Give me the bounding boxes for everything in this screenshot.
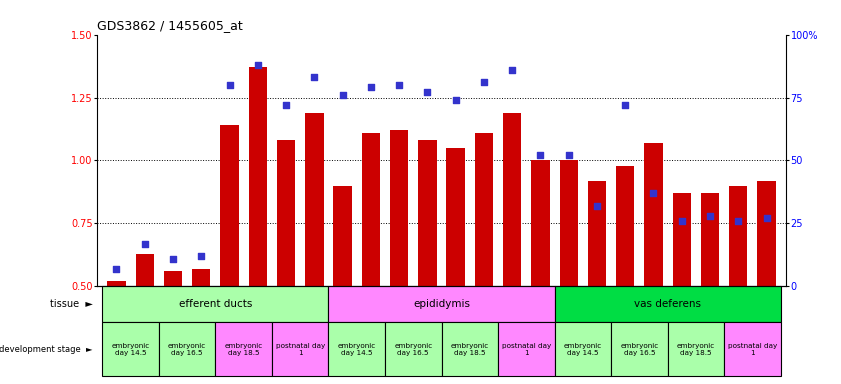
Bar bbox=[329, 322, 385, 376]
Text: postnatal day
1: postnatal day 1 bbox=[276, 343, 325, 356]
Bar bbox=[385, 322, 442, 376]
Bar bbox=[554, 322, 611, 376]
Text: embryonic
day 14.5: embryonic day 14.5 bbox=[563, 343, 602, 356]
Point bbox=[223, 82, 236, 88]
Bar bbox=[390, 130, 409, 384]
Bar bbox=[474, 133, 493, 384]
Text: embryonic
day 18.5: embryonic day 18.5 bbox=[451, 343, 489, 356]
Text: epididymis: epididymis bbox=[413, 300, 470, 310]
Bar bbox=[611, 322, 668, 376]
Bar bbox=[724, 322, 780, 376]
Bar bbox=[192, 269, 210, 384]
Point bbox=[364, 84, 378, 91]
Text: vas deferens: vas deferens bbox=[634, 300, 701, 310]
Bar bbox=[215, 322, 272, 376]
Bar bbox=[135, 254, 154, 384]
Point bbox=[675, 218, 689, 224]
Point bbox=[449, 97, 463, 103]
Point bbox=[194, 253, 208, 259]
Bar bbox=[442, 322, 498, 376]
Bar bbox=[701, 193, 719, 384]
Text: embryonic
day 14.5: embryonic day 14.5 bbox=[112, 343, 150, 356]
Text: embryonic
day 16.5: embryonic day 16.5 bbox=[621, 343, 659, 356]
Bar bbox=[305, 113, 324, 384]
Bar bbox=[159, 322, 215, 376]
Point bbox=[759, 215, 773, 222]
Bar bbox=[588, 180, 606, 384]
Point bbox=[138, 240, 151, 247]
Point bbox=[618, 102, 632, 108]
Bar bbox=[616, 166, 634, 384]
Bar bbox=[329, 286, 554, 322]
Point bbox=[336, 92, 349, 98]
Bar bbox=[418, 140, 436, 384]
Text: embryonic
day 18.5: embryonic day 18.5 bbox=[225, 343, 262, 356]
Text: GDS3862 / 1455605_at: GDS3862 / 1455605_at bbox=[97, 19, 242, 32]
Text: postnatal day
1: postnatal day 1 bbox=[727, 343, 777, 356]
Text: embryonic
day 18.5: embryonic day 18.5 bbox=[677, 343, 715, 356]
Point bbox=[393, 82, 406, 88]
Bar bbox=[103, 286, 329, 322]
Bar bbox=[673, 193, 691, 384]
Point bbox=[308, 74, 321, 80]
Bar bbox=[644, 143, 663, 384]
Bar bbox=[554, 286, 780, 322]
Text: embryonic
day 16.5: embryonic day 16.5 bbox=[168, 343, 206, 356]
Point bbox=[420, 89, 434, 96]
Point bbox=[167, 256, 180, 262]
Point bbox=[732, 218, 745, 224]
Bar bbox=[272, 322, 329, 376]
Bar bbox=[249, 67, 267, 384]
Text: efferent ducts: efferent ducts bbox=[179, 300, 252, 310]
Bar bbox=[729, 185, 748, 384]
Bar bbox=[164, 271, 182, 384]
Point bbox=[703, 213, 717, 219]
Bar bbox=[503, 113, 521, 384]
Bar bbox=[220, 125, 239, 384]
Bar bbox=[362, 133, 380, 384]
Bar bbox=[103, 322, 159, 376]
Text: tissue  ►: tissue ► bbox=[50, 300, 93, 310]
Text: development stage  ►: development stage ► bbox=[0, 345, 93, 354]
Text: embryonic
day 16.5: embryonic day 16.5 bbox=[394, 343, 432, 356]
Bar bbox=[668, 322, 724, 376]
Bar bbox=[277, 140, 295, 384]
Bar bbox=[498, 322, 554, 376]
Point bbox=[505, 67, 519, 73]
Bar bbox=[758, 180, 775, 384]
Bar bbox=[447, 148, 465, 384]
Bar bbox=[333, 185, 352, 384]
Point bbox=[251, 62, 265, 68]
Point bbox=[477, 79, 490, 86]
Point bbox=[110, 266, 124, 272]
Point bbox=[647, 190, 660, 196]
Point bbox=[279, 102, 293, 108]
Text: embryonic
day 14.5: embryonic day 14.5 bbox=[337, 343, 376, 356]
Bar bbox=[559, 161, 578, 384]
Bar bbox=[108, 281, 125, 384]
Bar bbox=[532, 161, 550, 384]
Text: postnatal day
1: postnatal day 1 bbox=[502, 343, 551, 356]
Point bbox=[590, 203, 604, 209]
Point bbox=[534, 152, 547, 159]
Point bbox=[562, 152, 575, 159]
